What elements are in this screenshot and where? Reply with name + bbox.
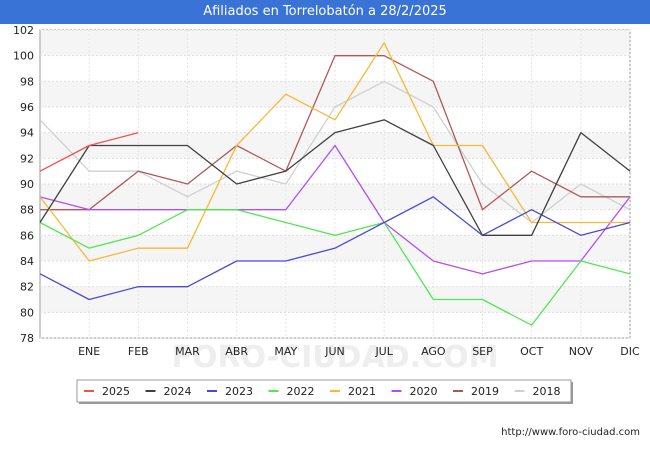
- series-line-2019: [40, 55, 630, 211]
- y-tick-label: 78: [20, 332, 34, 345]
- x-tick-label: AGO: [421, 345, 446, 358]
- y-tick-label: 84: [20, 255, 34, 268]
- x-tick-label: SEP: [472, 345, 493, 358]
- x-tick-label: MAY: [274, 345, 297, 358]
- y-tick-label: 92: [20, 152, 34, 165]
- x-tick-label: DIC: [620, 345, 640, 358]
- y-tick-label: 90: [20, 178, 34, 191]
- y-tick-label: 94: [20, 127, 34, 140]
- x-tick-label: JUL: [374, 345, 393, 358]
- x-tick-label: ABR: [225, 345, 248, 358]
- x-tick-label: JUN: [324, 345, 345, 358]
- watermark: FORO-CIUDAD.COM: [172, 340, 499, 375]
- legend-label-2018: 2018: [533, 385, 561, 398]
- series-line-2023: [39, 196, 631, 301]
- legend-label-2023: 2023: [225, 385, 253, 398]
- y-tick-label: 80: [20, 306, 34, 319]
- x-tick-label: MAR: [175, 345, 200, 358]
- y-tick-label: 100: [13, 50, 34, 63]
- y-tick-label: 86: [20, 229, 34, 242]
- legend-label-2024: 2024: [164, 385, 192, 398]
- series-line-2020: [39, 144, 631, 275]
- x-tick-label: FEB: [128, 345, 149, 358]
- x-tick-label: ENE: [78, 345, 100, 358]
- chart-title: Afiliados en Torrelobatón a 28/2/2025: [0, 0, 650, 24]
- y-tick-label: 98: [20, 75, 34, 88]
- y-tick-label: 88: [20, 204, 34, 217]
- series-line-2025: [39, 132, 139, 172]
- legend-label-2020: 2020: [410, 385, 438, 398]
- series-line-2024: [39, 119, 631, 236]
- legend-label-2019: 2019: [471, 385, 499, 398]
- y-tick-label: 96: [20, 101, 34, 114]
- legend-label-2022: 2022: [287, 385, 315, 398]
- x-tick-label: OCT: [520, 345, 543, 358]
- y-tick-label: 102: [13, 24, 34, 37]
- y-tick-label: 82: [20, 281, 34, 294]
- footer-url: http://www.foro-ciudad.com: [501, 427, 640, 438]
- legend-label-2025: 2025: [102, 385, 130, 398]
- series-line-2021: [39, 42, 630, 262]
- legend-label-2021: 2021: [348, 385, 376, 398]
- x-tick-label: NOV: [569, 345, 594, 358]
- series-line-2022: [39, 209, 631, 326]
